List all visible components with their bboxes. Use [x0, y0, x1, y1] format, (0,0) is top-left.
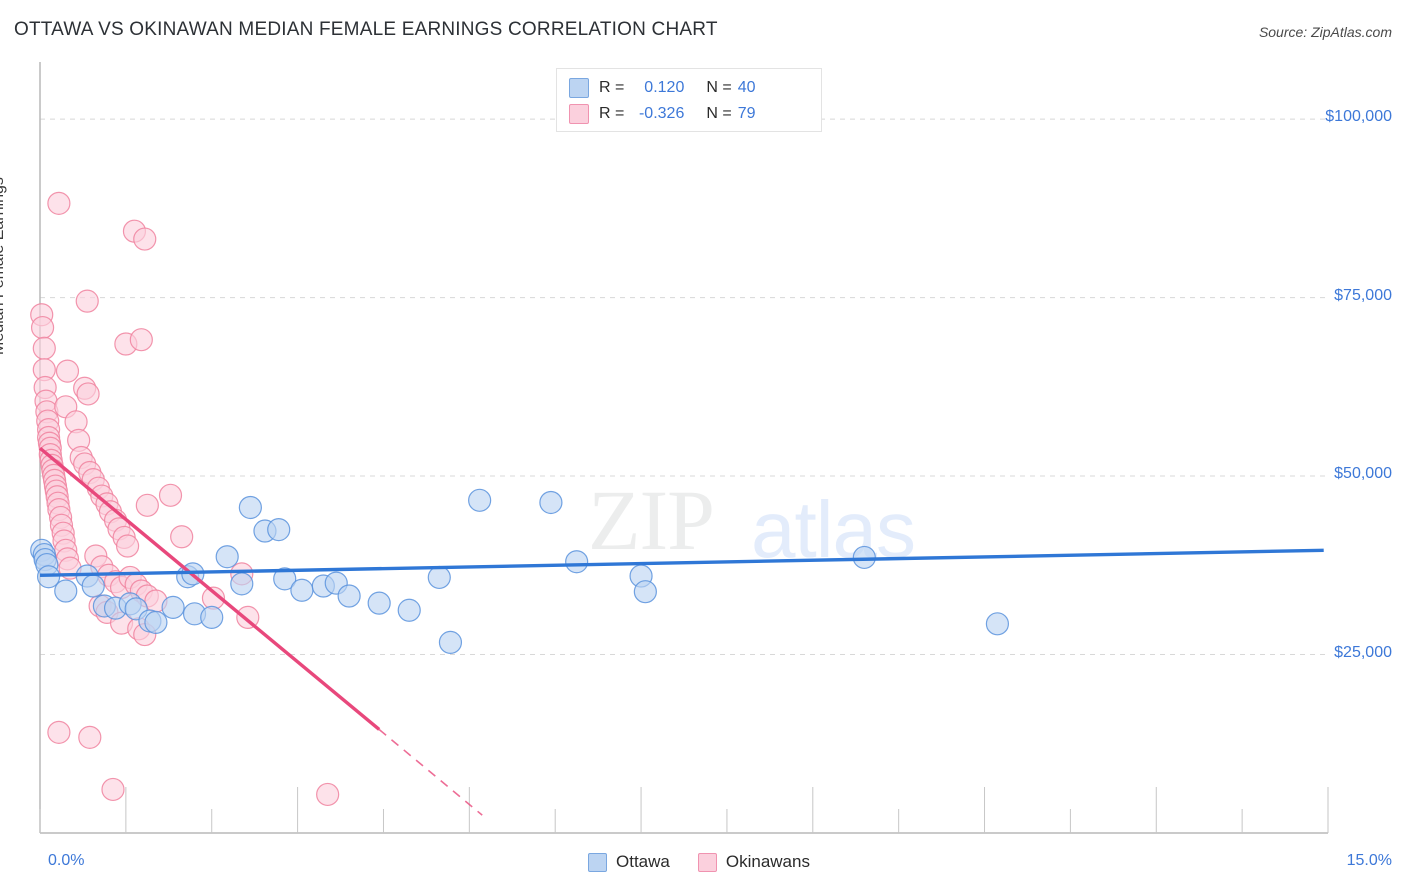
data-point[interactable]: [144, 610, 168, 635]
data-point[interactable]: [200, 605, 224, 630]
y-axis-tick-label: $50,000: [1334, 465, 1392, 483]
data-point[interactable]: [367, 591, 391, 615]
stats-n-label-okinawans: N =: [706, 105, 732, 122]
data-point[interactable]: [158, 483, 183, 507]
data-point[interactable]: [129, 328, 153, 352]
y-axis-tick-label: $25,000: [1334, 643, 1392, 661]
legend-item-ottawa[interactable]: Ottawa: [588, 852, 670, 872]
y-axis-tick-label: $100,000: [1325, 108, 1392, 126]
data-point[interactable]: [54, 579, 78, 603]
plot-area: ZIP atlas: [30, 62, 1329, 834]
stats-row-okinawans: R = -0.326 N = 79: [569, 101, 809, 127]
data-point[interactable]: [397, 598, 421, 622]
data-point[interactable]: [32, 336, 56, 360]
legend-swatch-ottawa-icon: [588, 852, 607, 872]
data-point[interactable]: [30, 315, 55, 340]
data-point[interactable]: [55, 359, 80, 383]
data-point[interactable]: [78, 725, 102, 749]
data-point[interactable]: [438, 630, 463, 654]
data-point[interactable]: [985, 612, 1010, 636]
stats-r-label-okinawans: R =: [599, 105, 625, 122]
stats-row-ottawa: R = 0.120 N = 40: [569, 75, 809, 101]
stats-n-value-okinawans: 79: [737, 105, 756, 122]
data-point[interactable]: [133, 227, 157, 251]
source-attribution: Source: ZipAtlas.com: [1258, 24, 1392, 40]
stats-r-value-okinawans: -0.326: [638, 105, 685, 122]
trendline-okinawans: [38, 446, 381, 731]
data-point[interactable]: [81, 574, 105, 598]
trendline-okinawans-extension: [378, 728, 483, 816]
x-axis-tick-min: 0.0%: [48, 852, 85, 869]
x-axis-tick-max: 15.0%: [1346, 852, 1392, 869]
data-point[interactable]: [215, 545, 239, 569]
data-point[interactable]: [115, 534, 140, 558]
series-okinawans: [30, 191, 340, 807]
data-point[interactable]: [337, 584, 361, 608]
legend-swatch-okinawans-icon: [697, 852, 717, 872]
stats-r-value-ottawa: 0.120: [644, 79, 685, 96]
data-point[interactable]: [273, 567, 297, 591]
data-point[interactable]: [230, 572, 254, 596]
stats-n-label-ottawa: N =: [706, 79, 732, 96]
scatter-svg: [30, 62, 1329, 834]
data-point[interactable]: [267, 517, 291, 542]
series-ottawa: [30, 488, 1010, 654]
data-point[interactable]: [76, 382, 100, 406]
data-point[interactable]: [633, 580, 657, 604]
page-title: OTTAWA VS OKINAWAN MEDIAN FEMALE EARNING…: [14, 19, 718, 40]
trendline-ottawa: [39, 548, 1324, 577]
data-point[interactable]: [75, 289, 99, 313]
legend-label-ottawa: Ottawa: [616, 852, 670, 871]
data-point[interactable]: [135, 493, 159, 517]
stats-r-label-ottawa: R =: [599, 79, 625, 96]
data-point[interactable]: [290, 578, 314, 602]
data-point[interactable]: [565, 550, 589, 574]
data-point[interactable]: [161, 595, 185, 620]
y-axis-tick-label: $75,000: [1334, 286, 1392, 304]
data-point[interactable]: [47, 720, 71, 744]
data-point[interactable]: [427, 565, 451, 590]
data-point[interactable]: [468, 488, 492, 512]
y-axis-title: Median Female Earnings: [0, 177, 7, 355]
legend-item-okinawans[interactable]: Okinawans: [697, 852, 810, 872]
data-point[interactable]: [316, 782, 340, 807]
legend-label-okinawans: Okinawans: [725, 852, 810, 871]
stats-n-value-ottawa: 40: [737, 79, 756, 96]
data-point[interactable]: [539, 490, 563, 515]
chart-legend: Ottawa Okinawans: [588, 852, 838, 872]
swatch-okinawans-icon: [569, 104, 589, 124]
data-point[interactable]: [47, 191, 71, 215]
data-point[interactable]: [238, 495, 262, 520]
data-point[interactable]: [170, 525, 194, 549]
correlation-stats-box: R = 0.120 N = 40 R = -0.326 N = 79: [556, 68, 822, 132]
data-point[interactable]: [101, 777, 125, 802]
swatch-ottawa-icon: [569, 78, 589, 98]
